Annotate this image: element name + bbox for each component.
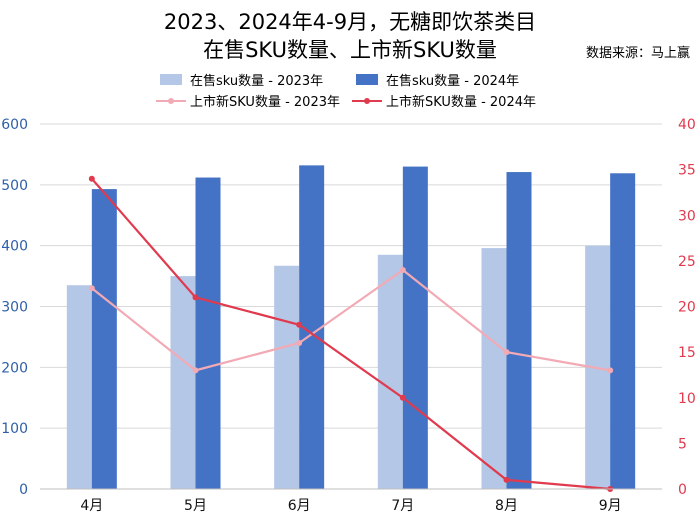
- point-2024: [296, 321, 303, 328]
- left-axis-tick-label: 500: [1, 178, 28, 194]
- bar-2024: [195, 177, 221, 490]
- point-2024: [192, 294, 199, 301]
- left-axis-tick-label: 200: [1, 360, 28, 376]
- left-axis-tick-label: 600: [1, 117, 28, 133]
- right-axis-tick-label: 25: [678, 254, 696, 270]
- point-2023: [607, 367, 614, 374]
- bar-2024: [506, 172, 532, 489]
- legend-label: 在售sku数量 - 2024年: [386, 73, 519, 89]
- bar-2024: [91, 189, 117, 489]
- left-axis-tick-label: 100: [1, 421, 28, 437]
- line-series: [88, 175, 614, 492]
- point-2023: [192, 367, 199, 374]
- bar-2024: [610, 173, 636, 489]
- x-axis-tick-label: 9月: [599, 498, 622, 514]
- legend-label: 在售sku数量 - 2023年: [190, 73, 323, 89]
- point-2024: [503, 476, 510, 483]
- bar-2023: [170, 276, 196, 489]
- legend-marker: [168, 98, 174, 104]
- bar-2023: [377, 254, 403, 489]
- right-axis-tick-label: 10: [678, 391, 696, 407]
- left-axis-tick-label: 300: [1, 300, 28, 316]
- left-axis-tick-label: 0: [19, 482, 28, 498]
- right-axis-tick-label: 20: [678, 300, 696, 316]
- axes: 0 100 200 300 400 500 600 0 5 10 15 20 25 30 35 40 4月 5月 6…: [1, 117, 696, 514]
- x-axis-tick-label: 7月: [391, 498, 414, 514]
- x-axis-tick-label: 6月: [288, 498, 311, 514]
- line-2024: [91, 178, 611, 491]
- legend-swatch: [160, 74, 182, 85]
- bar-2023: [481, 248, 507, 489]
- x-axis-tick-label: 8月: [495, 498, 518, 514]
- right-axis-tick-label: 30: [678, 208, 696, 224]
- right-axis-tick-label: 15: [678, 345, 696, 361]
- x-axis-tick-label: 4月: [80, 498, 103, 514]
- right-axis-tick-label: 40: [678, 117, 696, 133]
- point-2023: [399, 267, 406, 273]
- point-2023: [503, 349, 510, 356]
- right-axis-tick-label: 0: [678, 482, 687, 498]
- bar-2024: [402, 166, 428, 490]
- bar-series: [66, 165, 636, 490]
- point-2023: [296, 340, 303, 346]
- point-2024: [399, 394, 406, 401]
- legend-label: 上市新SKU数量 - 2024年: [386, 94, 536, 110]
- x-axis-tick-label: 5月: [184, 498, 207, 514]
- line-2023: [91, 268, 611, 372]
- data-source-label: 数据来源：马上赢: [586, 45, 690, 61]
- bar-2023: [274, 265, 300, 489]
- bar-2023: [66, 285, 92, 489]
- legend-label: 上市新SKU数量 - 2023年: [190, 94, 340, 110]
- legend-swatch: [356, 74, 378, 85]
- legend-marker: [364, 98, 370, 104]
- chart-title-line2: 在售SKU数量、上市新SKU数量: [203, 38, 497, 62]
- point-2023: [88, 285, 95, 292]
- point-2024: [88, 175, 95, 182]
- right-axis-tick-label: 5: [678, 436, 687, 452]
- right-axis-tick-label: 35: [678, 163, 696, 179]
- chart-title-line1: 2023、2024年4-9月，无糖即饮茶类目: [164, 10, 536, 34]
- left-axis-tick-label: 400: [1, 239, 28, 255]
